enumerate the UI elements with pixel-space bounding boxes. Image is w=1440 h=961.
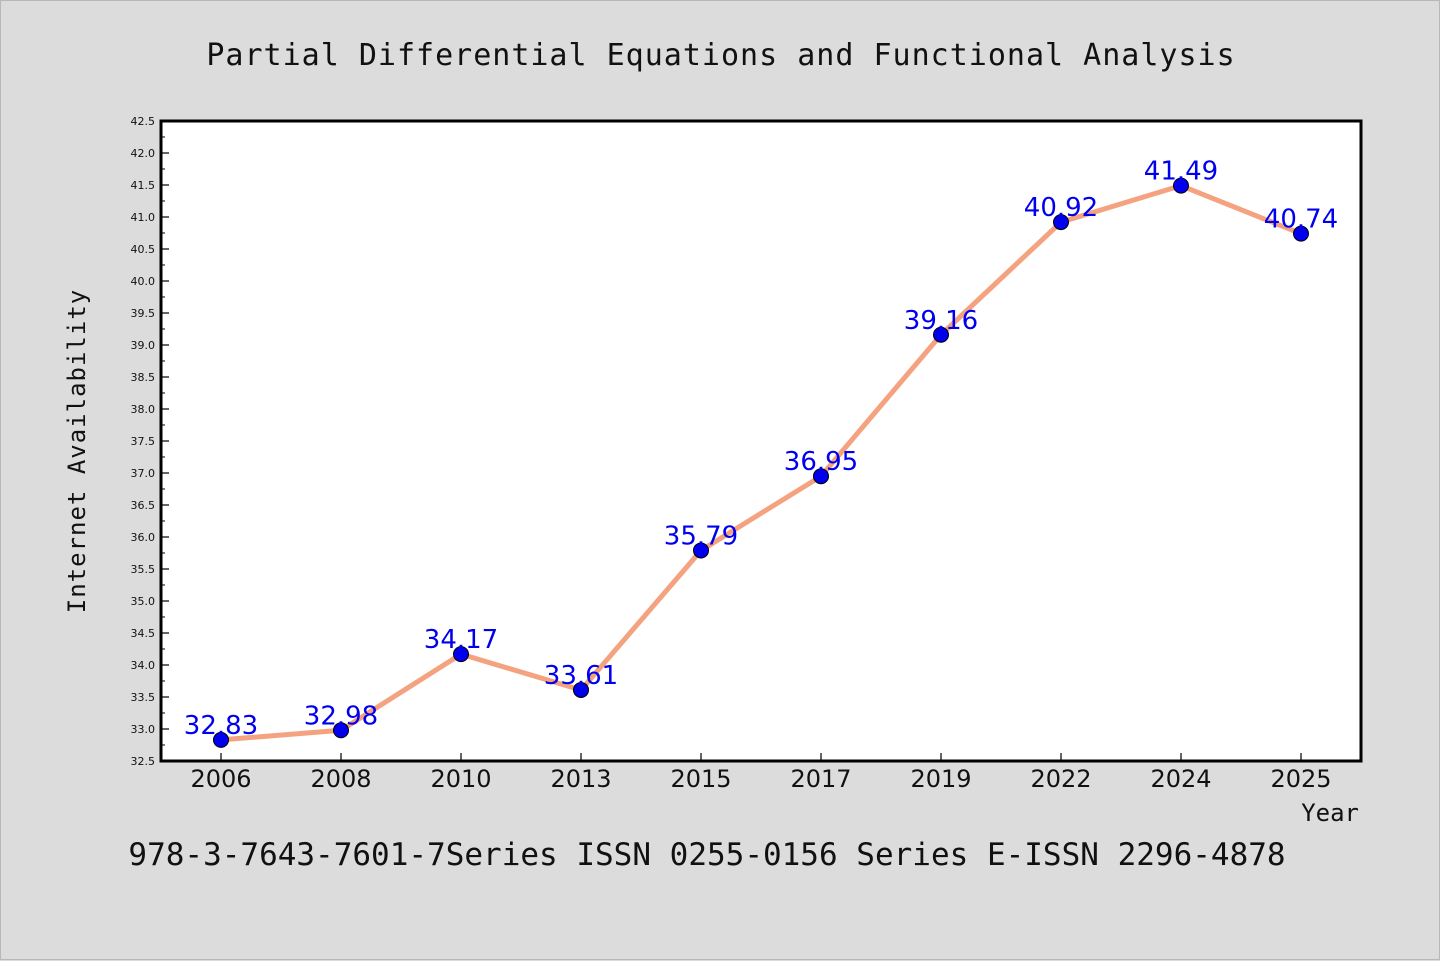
y-axis-ticks: 32.5 33.0 33.5 34.0 34.5 35.0 35.5 36.0 36.5 37.0… [131,115,169,768]
x-tick-label: 2025 [1270,765,1331,793]
data-label: 41.49 [1144,157,1218,187]
data-label: 32.83 [184,711,258,741]
x-tick-label: 2019 [910,765,971,793]
data-label: 35.79 [664,521,738,551]
y-tick-label: 35.5 [131,563,156,576]
data-point [693,542,709,559]
y-tick-label: 39.5 [131,307,156,320]
plot-area [161,121,1361,761]
footer-isbn-issn: 978-3-7643-7601-7Series ISSN 0255-0156 S… [128,837,1285,873]
data-label: 32.98 [304,701,378,731]
data-label: 36.95 [784,447,858,477]
data-label: 40.74 [1264,205,1338,235]
y-tick-label: 40.5 [131,243,156,256]
y-tick-label: 39.0 [131,339,156,352]
y-axis-label: Internet Availability [63,289,91,613]
x-tick-label: 2015 [670,765,731,793]
data-point [1173,177,1189,194]
y-tick-label: 34.0 [131,659,156,672]
x-tick-label: 2022 [1030,765,1091,793]
data-point [453,646,469,663]
x-tick-label: 2010 [430,765,491,793]
data-point [333,722,349,739]
data-label: 40.92 [1024,193,1098,223]
y-tick-label: 37.5 [131,435,156,448]
x-tick-label: 2013 [550,765,611,793]
data-point [1053,214,1069,231]
plot-frame [159,119,1363,763]
y-tick-label: 41.5 [131,179,156,192]
y-tick-label: 36.0 [131,531,156,544]
y-tick-label: 37.0 [131,467,156,480]
y-tick-label: 40.0 [131,275,156,288]
series-line [218,183,1304,743]
x-axis-ticks: 2006 2008 2010 2013 2015 2017 2019 2022 2024 2025 [190,753,1332,793]
data-labels: 32.83 32.98 34.17 33.61 35.79 36.95 39.16 40.92… [184,157,1338,741]
data-label: 33.61 [544,661,618,691]
x-tick-label: 2024 [1150,765,1211,793]
y-tick-label: 33.5 [131,691,156,704]
data-point [213,731,229,748]
data-point [813,468,829,485]
y-tick-label: 33.0 [131,723,156,736]
x-tick-label: 2006 [190,765,251,793]
y-tick-label: 42.5 [131,115,156,128]
data-point [573,681,589,698]
y-tick-label: 42.0 [131,147,156,160]
data-markers [213,177,1309,748]
y-tick-label: 34.5 [131,627,156,640]
data-label: 34.17 [424,625,498,655]
x-tick-label: 2008 [310,765,371,793]
y-tick-label: 36.5 [131,499,156,512]
data-label: 39.16 [904,306,978,336]
y-tick-label: 35.0 [131,595,156,608]
data-point [1293,225,1309,242]
y-tick-label: 38.0 [131,403,156,416]
x-axis-label: Year [1301,799,1359,827]
data-point [933,326,949,343]
y-tick-label: 38.5 [131,371,156,384]
y-tick-label: 41.0 [131,211,156,224]
y-tick-label: 32.5 [131,755,156,768]
chart-title: Partial Differential Equations and Funct… [206,38,1235,73]
x-tick-label: 2017 [790,765,851,793]
